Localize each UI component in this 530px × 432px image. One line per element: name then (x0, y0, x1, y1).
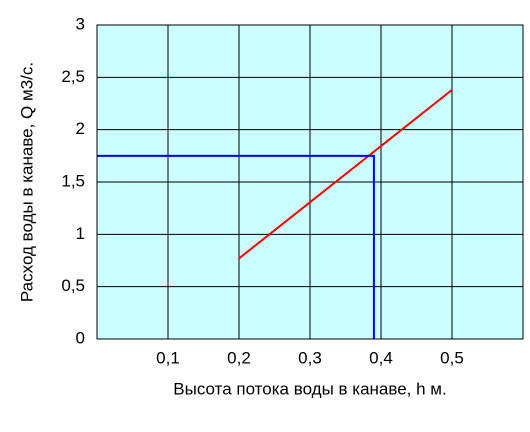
y-tick-label: 0 (76, 328, 85, 347)
y-tick-label: 2 (76, 119, 85, 138)
y-tick-label: 2,5 (61, 67, 85, 86)
x-tick-label: 0,2 (227, 348, 251, 367)
plot-frame (96, 24, 524, 340)
y-tick-label: 1 (76, 224, 85, 243)
y-axis-title: Расход воды в канаве, Q м3/с. (17, 62, 36, 302)
y-tick-label: 1,5 (61, 171, 85, 190)
data-line (238, 89, 453, 260)
x-tick-label: 0,4 (369, 348, 393, 367)
data-line (97, 154, 375, 339)
x-tick-label: 0,1 (156, 348, 180, 367)
x-tick-label: 0,3 (298, 348, 322, 367)
x-axis-title: Высота потока воды в канаве, h м. (173, 379, 446, 398)
y-tick-label: 0,5 (61, 276, 85, 295)
x-tick-label: 0,5 (440, 348, 464, 367)
y-tick-label: 3 (76, 14, 85, 33)
